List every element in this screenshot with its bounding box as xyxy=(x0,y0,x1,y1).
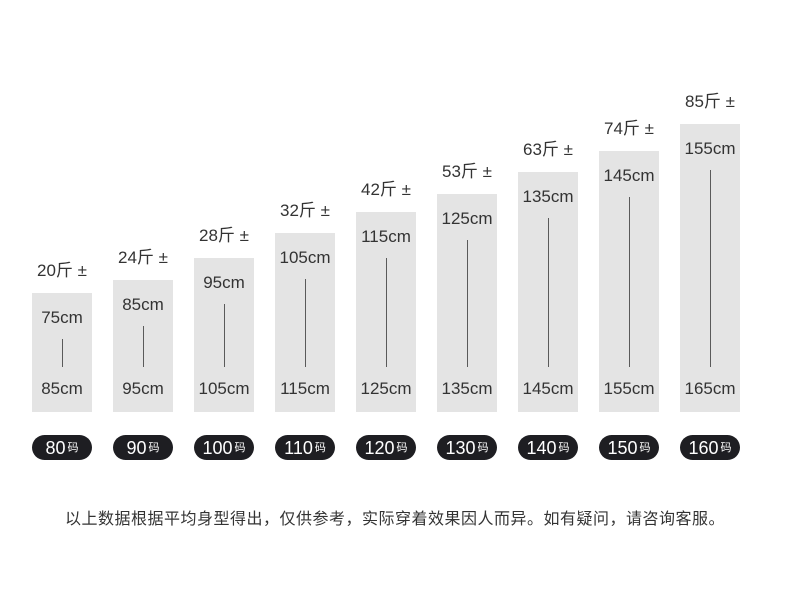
badge-unit: 码 xyxy=(720,442,732,454)
weight-label: 53斤 ± xyxy=(442,162,492,181)
size-badges-row: 80 码 90 码 100 码 110 码 120 码 130 码 140 码 150 码 16… xyxy=(0,435,790,460)
height-max-label: 165cm xyxy=(684,379,736,398)
bar: 125cm 135cm xyxy=(437,194,497,412)
badge-unit: 码 xyxy=(477,442,489,454)
weight-label: 32斤 ± xyxy=(280,201,330,220)
range-line xyxy=(385,258,387,367)
height-max-label: 115cm xyxy=(280,379,330,398)
weight-label: 24斤 ± xyxy=(118,248,168,267)
size-chart: 20斤 ± 75cm 85cm 24斤 ± 85cm 95cm 28斤 ± 95… xyxy=(0,92,790,412)
size-badge-150: 150 码 xyxy=(599,435,659,460)
size-badge-80: 80 码 xyxy=(32,435,92,460)
range-line xyxy=(547,218,549,367)
height-min-label: 95cm xyxy=(203,273,245,292)
range-line xyxy=(628,197,630,367)
size-column-100: 28斤 ± 95cm 105cm xyxy=(194,221,254,412)
height-min-label: 145cm xyxy=(603,166,655,185)
size-column-90: 24斤 ± 85cm 95cm xyxy=(113,243,173,412)
size-badge-140: 140 码 xyxy=(518,435,578,460)
disclaimer-note: 以上数据根据平均身型得出，仅供参考，实际穿着效果因人而异。如有疑问，请咨询客服。 xyxy=(64,511,725,528)
height-max-label: 135cm xyxy=(441,379,493,398)
range-line xyxy=(709,170,711,367)
badge-unit: 码 xyxy=(148,442,160,454)
badge-unit: 码 xyxy=(314,442,326,454)
size-badge-120: 120 码 xyxy=(356,435,416,460)
weight-label: 20斤 ± xyxy=(37,261,87,280)
size-badge-110: 110 码 xyxy=(275,435,335,460)
size-badge-90: 90 码 xyxy=(113,435,173,460)
size-column-160: 85斤 ± 155cm 165cm xyxy=(680,87,740,412)
size-badge-100: 100 码 xyxy=(194,435,254,460)
height-min-label: 115cm xyxy=(361,227,411,246)
weight-label: 85斤 ± xyxy=(685,92,735,111)
badge-number: 130 xyxy=(445,437,476,458)
size-column-140: 63斤 ± 135cm 145cm xyxy=(518,135,578,412)
range-line xyxy=(142,326,144,367)
height-max-label: 145cm xyxy=(522,379,574,398)
height-min-label: 155cm xyxy=(684,139,736,158)
badge-number: 160 xyxy=(688,437,719,458)
height-min-label: 125cm xyxy=(441,209,493,228)
bar: 95cm 105cm xyxy=(194,258,254,412)
badge-unit: 码 xyxy=(639,442,651,454)
height-max-label: 125cm xyxy=(360,379,412,398)
weight-label: 74斤 ± xyxy=(604,119,654,138)
bar: 145cm 155cm xyxy=(599,151,659,412)
range-line xyxy=(304,279,306,367)
badge-number: 150 xyxy=(607,437,638,458)
height-min-label: 105cm xyxy=(279,248,331,267)
weight-label: 42斤 ± xyxy=(361,180,411,199)
badge-number: 90 xyxy=(126,437,147,458)
badge-number: 140 xyxy=(526,437,557,458)
range-line xyxy=(466,240,468,367)
size-badge-130: 130 码 xyxy=(437,435,497,460)
bar: 135cm 145cm xyxy=(518,172,578,412)
height-min-label: 75cm xyxy=(41,308,83,327)
bar: 155cm 165cm xyxy=(680,124,740,412)
badge-number: 110 xyxy=(284,437,313,458)
height-min-label: 85cm xyxy=(122,295,164,314)
bar: 115cm 125cm xyxy=(356,212,416,412)
badge-unit: 码 xyxy=(558,442,570,454)
height-max-label: 85cm xyxy=(41,379,83,398)
height-max-label: 95cm xyxy=(122,379,164,398)
weight-label: 28斤 ± xyxy=(199,226,249,245)
bar: 105cm 115cm xyxy=(275,233,335,412)
range-line xyxy=(61,339,63,367)
size-column-120: 42斤 ± 115cm 125cm xyxy=(356,175,416,412)
bar: 75cm 85cm xyxy=(32,293,92,412)
badge-unit: 码 xyxy=(234,442,246,454)
badge-unit: 码 xyxy=(396,442,408,454)
height-max-label: 155cm xyxy=(603,379,655,398)
bar: 85cm 95cm xyxy=(113,280,173,412)
size-badge-160: 160 码 xyxy=(680,435,740,460)
size-column-130: 53斤 ± 125cm 135cm xyxy=(437,157,497,412)
height-max-label: 105cm xyxy=(198,379,250,398)
badge-number: 80 xyxy=(45,437,66,458)
badge-number: 120 xyxy=(364,437,395,458)
size-column-110: 32斤 ± 105cm 115cm xyxy=(275,196,335,412)
badge-number: 100 xyxy=(202,437,233,458)
height-min-label: 135cm xyxy=(522,187,574,206)
size-column-80: 20斤 ± 75cm 85cm xyxy=(32,256,92,412)
weight-label: 63斤 ± xyxy=(523,140,573,159)
size-column-150: 74斤 ± 145cm 155cm xyxy=(599,114,659,412)
badge-unit: 码 xyxy=(67,442,79,454)
range-line xyxy=(223,304,225,367)
